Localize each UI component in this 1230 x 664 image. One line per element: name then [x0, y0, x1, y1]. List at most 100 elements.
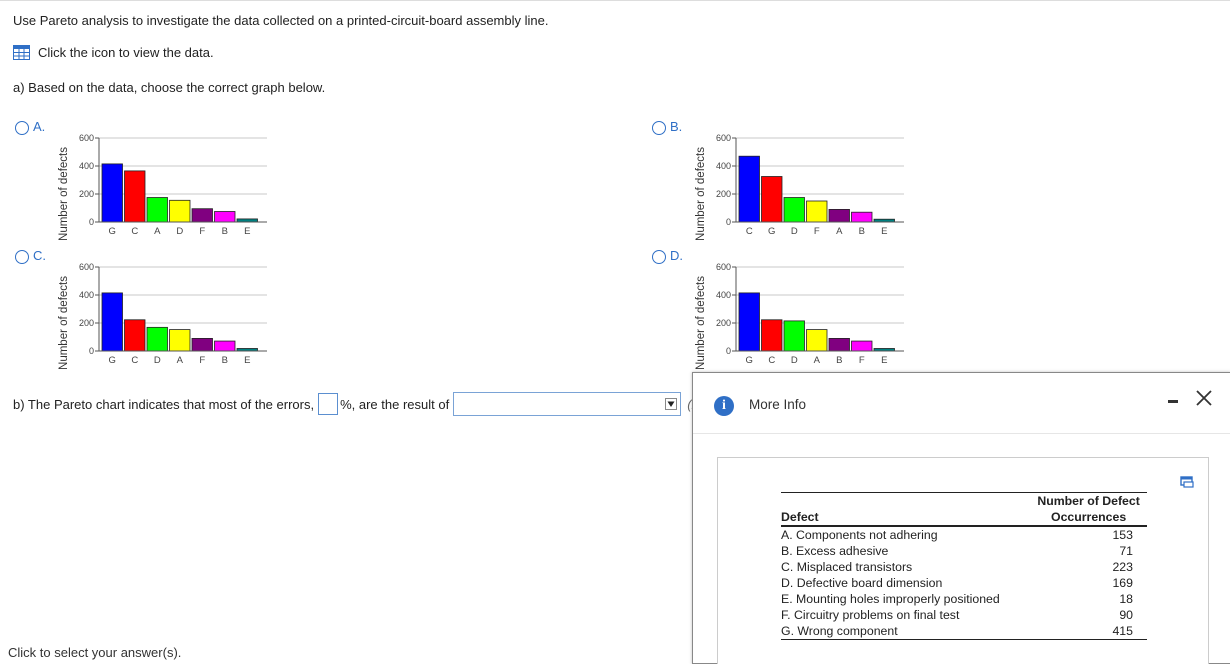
- table-row: B. Excess adhesive 71: [781, 543, 1147, 559]
- part-b-text-before: b) The Pareto chart indicates that most …: [13, 396, 315, 412]
- table-row: F. Circuitry problems on final test 90: [781, 607, 1147, 623]
- y-tick-label: 600: [79, 133, 94, 143]
- cause-select[interactable]: [453, 392, 682, 416]
- x-tick-label: G: [746, 355, 753, 366]
- bar-C: [124, 170, 146, 223]
- bar-B: [214, 211, 236, 223]
- option-a-chart: Number of defects 0 200 400 600 G C A D F B E: [58, 133, 267, 240]
- bar-G: [101, 163, 123, 223]
- col-count-header: Number of Defect Occurrences: [1030, 493, 1147, 527]
- table-row: E. Mounting holes improperly positioned 1…: [781, 591, 1147, 607]
- part-a-prompt: a) Based on the data, choose the correct…: [13, 80, 326, 95]
- bar-A: [169, 329, 191, 352]
- y-tick-label: 400: [79, 290, 94, 300]
- y-tick-label: 0: [726, 346, 731, 356]
- defect-name: C. Misplaced transistors: [781, 560, 913, 574]
- y-tick-label: 0: [89, 346, 94, 356]
- option-d-radio[interactable]: [652, 250, 666, 264]
- x-tick-label: C: [131, 355, 138, 366]
- y-tick-label: 200: [79, 318, 94, 328]
- defect-count: 18: [1119, 592, 1133, 606]
- bar-G: [101, 292, 123, 352]
- x-tick-label: C: [131, 226, 138, 237]
- y-tick-label: 200: [716, 318, 731, 328]
- x-tick-label: F: [199, 355, 205, 366]
- x-tick-label: G: [109, 355, 116, 366]
- bar-A: [806, 329, 828, 352]
- x-tick-label: E: [881, 226, 887, 237]
- y-tick-label: 400: [716, 290, 731, 300]
- top-divider: [0, 0, 1230, 1]
- data-link[interactable]: Click the icon to view the data.: [13, 45, 214, 60]
- bar-B: [214, 340, 236, 352]
- defect-count: 71: [1119, 544, 1133, 558]
- x-tick-label: D: [154, 355, 161, 366]
- question-instruction: Use Pareto analysis to investigate the d…: [13, 13, 549, 28]
- bar-B: [851, 211, 873, 223]
- x-tick-label: C: [746, 226, 753, 237]
- option-d-letter[interactable]: D.: [670, 248, 683, 263]
- y-tick-label: 400: [79, 161, 94, 171]
- x-tick-label: F: [859, 355, 865, 366]
- x-tick-label: A: [836, 226, 843, 237]
- x-tick-label: A: [177, 355, 184, 366]
- defect-name: B. Excess adhesive: [781, 544, 889, 558]
- part-b-row: b) The Pareto chart indicates that most …: [13, 392, 703, 416]
- y-axis-label: Number of defects: [695, 147, 707, 240]
- bar-B: [828, 338, 850, 352]
- bar-A: [828, 209, 850, 223]
- x-tick-label: C: [768, 355, 775, 366]
- close-icon[interactable]: [1195, 389, 1213, 407]
- x-tick-label: F: [199, 226, 205, 237]
- bar-C: [124, 319, 146, 352]
- chevron-down-icon[interactable]: [662, 393, 680, 415]
- bar-C: [761, 319, 783, 352]
- option-d[interactable]: D.: [652, 248, 683, 264]
- col-defect-header: Defect: [781, 493, 1031, 527]
- option-c-radio[interactable]: [15, 250, 29, 264]
- minimize-icon[interactable]: [1165, 391, 1181, 407]
- option-a[interactable]: A.: [15, 119, 45, 135]
- data-link-text[interactable]: Click the icon to view the data.: [38, 45, 214, 60]
- defect-name: G. Wrong component: [781, 623, 1031, 640]
- info-icon: i: [714, 396, 734, 416]
- copy-icon[interactable]: [1180, 476, 1194, 488]
- defect-count: 90: [1119, 608, 1133, 622]
- x-tick-label: B: [836, 355, 842, 366]
- close-button[interactable]: [1191, 385, 1217, 411]
- option-a-radio[interactable]: [15, 121, 29, 135]
- option-d-chart: Number of defects 0 200 400 600 G C D A B F E: [695, 262, 904, 369]
- defect-count: 169: [1112, 576, 1133, 590]
- option-c-chart: Number of defects 0 200 400 600 G C D A F B E: [58, 262, 267, 369]
- data-table-icon[interactable]: [13, 45, 30, 60]
- defect-count: 415: [1030, 623, 1147, 640]
- option-a-letter[interactable]: A.: [33, 119, 46, 134]
- bar-A: [146, 197, 168, 223]
- bar-D: [169, 199, 191, 223]
- y-axis-label: Number of defects: [58, 147, 70, 240]
- option-c[interactable]: C.: [15, 248, 46, 264]
- defect-name: E. Mounting holes improperly positioned: [781, 592, 1000, 606]
- x-tick-label: E: [244, 226, 250, 237]
- bar-F: [851, 340, 873, 352]
- percent-input[interactable]: [318, 393, 339, 415]
- defect-table: Defect Number of Defect Occurrences A. C…: [781, 492, 1147, 640]
- option-b-radio[interactable]: [652, 121, 666, 135]
- x-tick-label: A: [154, 226, 161, 237]
- bar-D: [783, 197, 805, 223]
- y-tick-label: 200: [716, 189, 731, 199]
- y-tick-label: 600: [716, 133, 731, 143]
- option-b[interactable]: B.: [652, 119, 682, 135]
- x-tick-label: B: [222, 355, 228, 366]
- x-tick-label: D: [791, 355, 798, 366]
- bar-C: [738, 155, 760, 223]
- x-tick-label: F: [814, 226, 820, 237]
- x-tick-label: E: [244, 355, 250, 366]
- minimize-button[interactable]: [1161, 387, 1185, 411]
- bar-F: [191, 338, 213, 352]
- option-b-chart: Number of defects 0 200 400 600 C G D F A B E: [695, 133, 904, 240]
- defect-count: 223: [1112, 560, 1133, 574]
- option-b-letter[interactable]: B.: [670, 119, 683, 134]
- option-c-letter[interactable]: C.: [33, 248, 46, 263]
- y-tick-label: 400: [716, 161, 731, 171]
